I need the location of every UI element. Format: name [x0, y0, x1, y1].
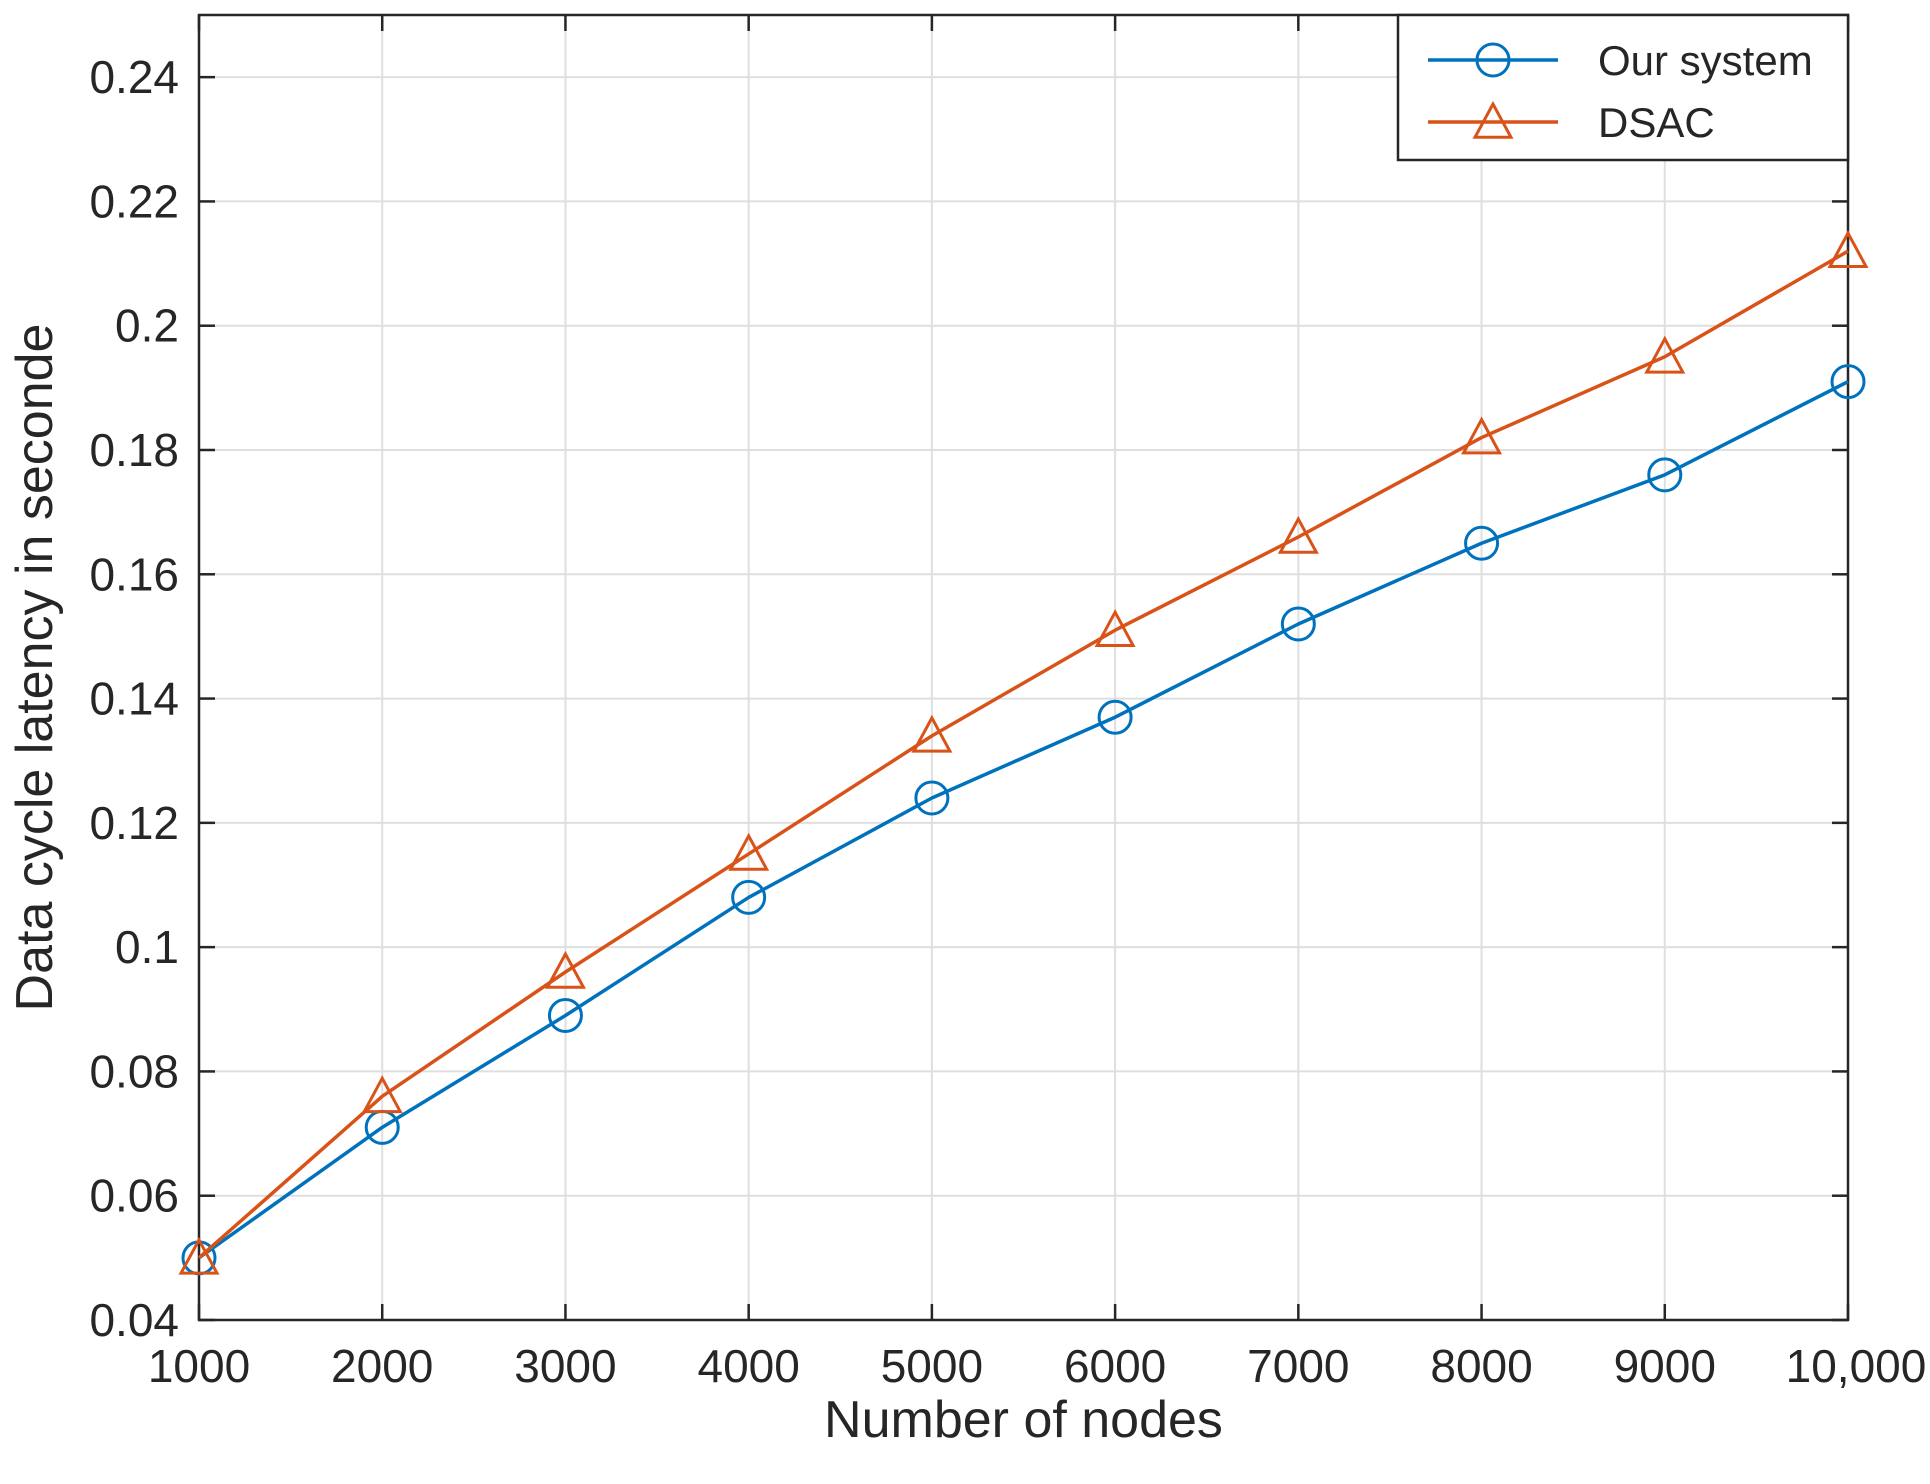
- data-point-marker: [1277, 515, 1319, 554]
- x-axis-tick-labels: 1000 2000 3000 4000 5000 6000 7000 8000 9000 10,0…: [148, 1340, 1927, 1392]
- legend: Our system DSAC: [1396, 13, 1850, 162]
- data-point-marker: [728, 832, 770, 871]
- data-point-marker: [547, 998, 583, 1033]
- legend-marker: [1475, 42, 1511, 78]
- legend-entry: DSAC: [1428, 99, 1715, 146]
- data-point-marker: [1464, 525, 1500, 561]
- x-tick-label: 6000: [1064, 1340, 1166, 1392]
- x-axis-label: Number of nodes: [824, 1391, 1223, 1449]
- x-tick-label: 10,000: [1786, 1340, 1927, 1392]
- y-tick-label: 0.18: [89, 424, 179, 476]
- data-point-marker: [1644, 335, 1686, 374]
- data-point-marker: [1461, 416, 1503, 455]
- data-point-marker: [914, 780, 950, 816]
- y-tick-label: 0.12: [89, 797, 179, 849]
- x-tick-label: 2000: [331, 1340, 433, 1392]
- legend-box: [1396, 13, 1850, 162]
- x-tick-label: 7000: [1247, 1340, 1349, 1392]
- y-tick-label: 0.14: [89, 673, 179, 725]
- data-point-marker: [1094, 609, 1136, 648]
- plot-area-frame: [197, 13, 1850, 1322]
- x-tick-label: 9000: [1614, 1340, 1716, 1392]
- x-tick-label: 1000: [148, 1340, 250, 1392]
- data-point-marker: [911, 714, 953, 753]
- data-point-marker: [361, 1075, 403, 1114]
- data-point-marker: [1827, 229, 1869, 268]
- legend-marker: [1472, 100, 1514, 139]
- x-tick-label: 5000: [881, 1340, 983, 1392]
- y-axis-tick-labels: 0.04 0.06 0.08 0.1 0.12 0.14 0.16 0.18 0.2 0.22 0.…: [89, 51, 179, 1346]
- series-1: [178, 229, 1869, 1275]
- legend-entry: Our system: [1428, 37, 1813, 84]
- x-tick-label: 8000: [1430, 1340, 1532, 1392]
- data-point-marker: [544, 950, 586, 989]
- data-point-marker: [1830, 364, 1866, 400]
- x-tick-label: 4000: [697, 1340, 799, 1392]
- y-tick-label: 0.08: [89, 1045, 179, 1097]
- y-tick-label: 0.22: [89, 175, 179, 227]
- data-point-marker: [731, 879, 767, 915]
- data-point-marker: [1280, 606, 1316, 642]
- y-axis-label: Data cycle latency in seconde: [6, 324, 64, 1012]
- x-tick-label: 3000: [514, 1340, 616, 1392]
- legend-label: Our system: [1598, 37, 1813, 84]
- series-line: [197, 249, 1849, 1260]
- data-point-marker: [178, 1236, 220, 1275]
- series-0: [181, 364, 1866, 1276]
- legend-label: DSAC: [1598, 99, 1715, 146]
- y-tick-label: 0.24: [89, 51, 179, 103]
- data-series: [178, 229, 1869, 1276]
- y-tick-label: 0.2: [115, 300, 179, 352]
- data-point-marker: [1647, 457, 1683, 493]
- data-point-marker: [1097, 699, 1133, 735]
- y-tick-label: 0.06: [89, 1170, 179, 1222]
- series-line: [197, 380, 1849, 1260]
- y-tick-label: 0.1: [115, 921, 179, 973]
- y-tick-label: 0.16: [89, 548, 179, 600]
- y-tick-label: 0.04: [89, 1294, 179, 1346]
